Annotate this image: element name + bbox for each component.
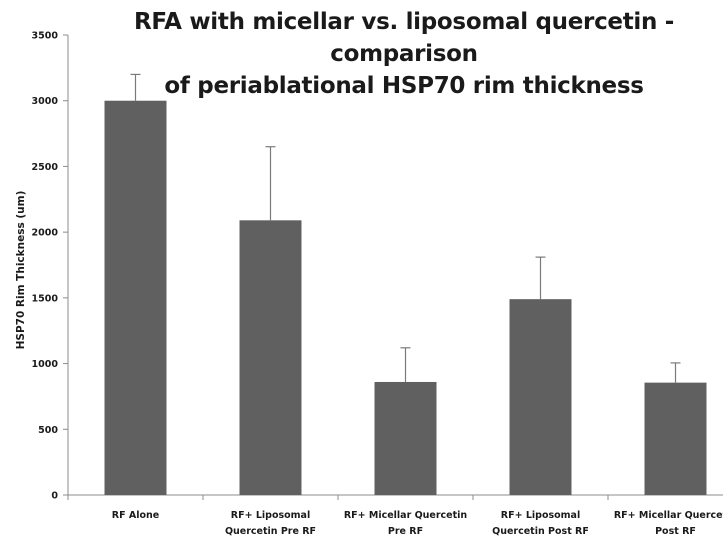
y-axis-label-group: HSP70 Rim Thickness (um): [15, 191, 27, 350]
bar: [104, 100, 167, 495]
x-tick-label-line: RF+ Micellar Quercetin: [614, 510, 723, 521]
x-tick-label: RF+ Micellar Quercetin Post RF: [614, 510, 723, 537]
chart-title-line-1: RFA with micellar vs. liposomal querceti…: [133, 9, 675, 67]
bars: [104, 100, 707, 496]
x-tick-label-line: Pre RF: [388, 526, 423, 537]
y-axis-label: HSP70 Rim Thickness (um): [15, 191, 27, 350]
x-tick-label: RF+ Micellar Quercetin Pre RF: [344, 510, 468, 537]
x-tick-label: RF Alone: [112, 510, 159, 521]
x-tick-label: RF+ Liposomal Quercetin Post RF: [492, 510, 589, 537]
x-tick-label-line: RF+ Liposomal: [231, 510, 310, 521]
x-tick-label-line: Quercetin Post RF: [492, 526, 589, 537]
bar: [239, 220, 302, 496]
x-tick-label-line: Post RF: [655, 526, 696, 537]
x-tick-label-line: Quercetin Pre RF: [225, 526, 316, 537]
bar: [644, 382, 707, 495]
x-tick-label-line: RF+ Micellar Quercetin: [344, 510, 468, 521]
y-tick-label: 1500: [32, 293, 59, 304]
x-ticks: RF Alone RF+ Liposomal Quercetin Pre RFRF+…: [67, 495, 723, 537]
y-tick-label: 3000: [32, 96, 59, 107]
bar: [509, 299, 572, 495]
y-ticks: 0 500 1000 1500 2000 2500 3000 3500: [32, 31, 68, 502]
x-tick-label-line: RF+ Liposomal: [501, 510, 580, 521]
y-tick-label: 500: [38, 425, 58, 436]
chart-title-line-2: of periablational HSP70 rim thickness: [164, 73, 644, 99]
x-tick-label-line: RF Alone: [112, 510, 159, 521]
error-bars: [130, 73, 681, 383]
y-tick-label: 0: [51, 491, 58, 502]
x-tick-label: RF+ Liposomal Quercetin Pre RF: [225, 510, 316, 537]
y-tick-label: 1000: [32, 359, 59, 370]
bar: [374, 381, 437, 495]
y-tick-label: 2000: [32, 228, 59, 239]
y-tick-label: 2500: [32, 162, 59, 173]
y-tick-label: 3500: [32, 31, 59, 42]
chart-title: RFA with micellar vs. liposomal querceti…: [85, 6, 723, 102]
